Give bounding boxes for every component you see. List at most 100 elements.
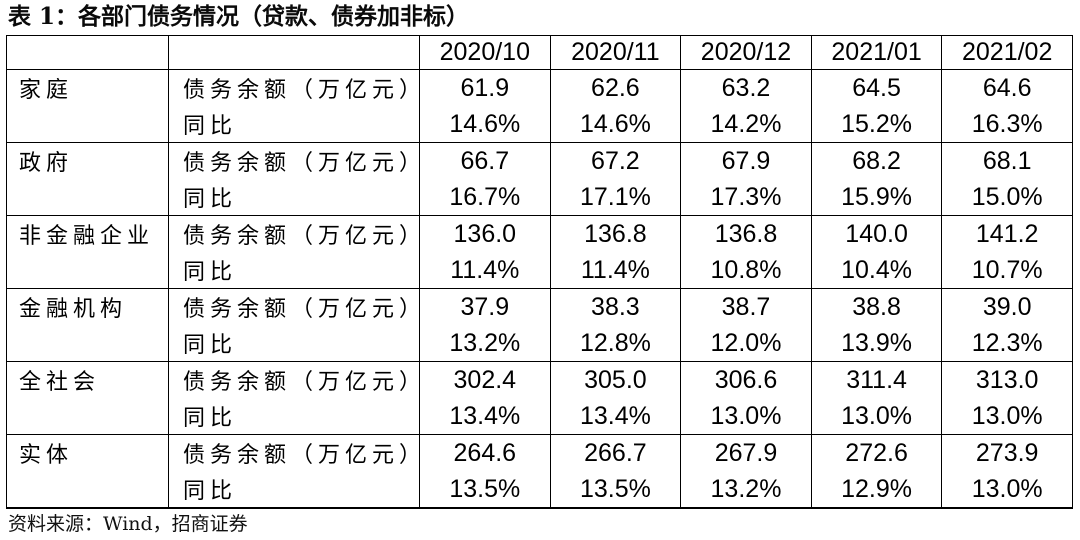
- metric-label: 同比: [168, 252, 420, 289]
- value-cell: 17.3%: [680, 179, 812, 216]
- value-cell: 13.2%: [680, 471, 812, 509]
- value-cell: 10.8%: [680, 252, 812, 289]
- value-cell: 64.5: [811, 69, 943, 106]
- value-cell: 61.9: [419, 69, 551, 106]
- metric-label: 同比: [168, 398, 420, 435]
- sector-label: 非金融企业: [6, 215, 169, 289]
- value-cell: 13.0%: [941, 398, 1073, 435]
- value-cell: 14.2%: [680, 106, 812, 143]
- table-row: 实体 债务余额（万亿元） 264.6 266.7 267.9 272.6 273.9: [6, 434, 1073, 509]
- column-header: 2020/10: [419, 35, 551, 70]
- metric-label: 同比: [168, 106, 420, 143]
- value-cell: 15.0%: [941, 179, 1073, 216]
- value-cell: 140.0: [811, 215, 943, 252]
- value-cell: 264.6: [419, 434, 551, 471]
- value-cell: 13.2%: [419, 325, 551, 362]
- value-cell: 68.2: [811, 142, 943, 179]
- value-cell: 62.6: [550, 69, 682, 106]
- table-row: 全社会 债务余额（万亿元） 302.4 305.0 306.6 311.4 313.0: [6, 361, 1073, 435]
- value-cell: 302.4: [419, 361, 551, 398]
- column-header: 2020/12: [680, 35, 812, 70]
- value-cell: 13.0%: [811, 398, 943, 435]
- value-cell: 64.6: [941, 69, 1073, 106]
- value-cell: 141.2: [941, 215, 1073, 252]
- value-cell: 306.6: [680, 361, 812, 398]
- header-blank-sector: [6, 35, 169, 70]
- value-cell: 14.6%: [550, 106, 682, 143]
- value-cell: 311.4: [811, 361, 943, 398]
- value-cell: 15.9%: [811, 179, 943, 216]
- metric-label: 债务余额（万亿元）: [168, 288, 420, 325]
- metric-label: 债务余额（万亿元）: [168, 434, 420, 471]
- value-cell: 15.2%: [811, 106, 943, 143]
- value-cell: 13.5%: [550, 471, 682, 509]
- value-cell: 305.0: [550, 361, 682, 398]
- value-cell: 267.9: [680, 434, 812, 471]
- table-row: 同比 13.2% 12.8% 12.0% 13.9% 12.3%: [7, 325, 1073, 362]
- metric-label: 同比: [168, 325, 420, 362]
- table-row: 同比 14.6% 14.6% 14.2% 15.2% 16.3%: [7, 106, 1073, 143]
- column-header: 2021/01: [811, 35, 943, 70]
- value-cell: 12.3%: [941, 325, 1073, 362]
- sector-label: 金融机构: [6, 288, 169, 362]
- sector-label: 政府: [6, 142, 169, 216]
- value-cell: 273.9: [941, 434, 1073, 471]
- value-cell: 38.3: [550, 288, 682, 325]
- sector-label: 家庭: [6, 69, 169, 143]
- value-cell: 67.2: [550, 142, 682, 179]
- metric-label: 债务余额（万亿元）: [168, 361, 420, 398]
- table-row: 非金融企业 债务余额（万亿元） 136.0 136.8 136.8 140.0 141.2: [6, 215, 1073, 289]
- value-cell: 13.4%: [550, 398, 682, 435]
- value-cell: 12.9%: [811, 471, 943, 509]
- metric-label: 债务余额（万亿元）: [168, 215, 420, 252]
- value-cell: 67.9: [680, 142, 812, 179]
- value-cell: 10.7%: [941, 252, 1073, 289]
- value-cell: 10.4%: [811, 252, 943, 289]
- value-cell: 13.0%: [680, 398, 812, 435]
- table-row: 家庭 债务余额（万亿元） 61.9 62.6 63.2 64.5 64.6: [6, 69, 1073, 143]
- value-cell: 66.7: [419, 142, 551, 179]
- table-row: 同比 13.4% 13.4% 13.0% 13.0% 13.0%: [7, 398, 1073, 435]
- value-cell: 13.5%: [419, 471, 551, 509]
- value-cell: 63.2: [680, 69, 812, 106]
- value-cell: 136.8: [680, 215, 812, 252]
- metric-label: 债务余额（万亿元）: [168, 69, 420, 106]
- value-cell: 38.7: [680, 288, 812, 325]
- value-cell: 136.8: [550, 215, 682, 252]
- value-cell: 37.9: [419, 288, 551, 325]
- value-cell: 17.1%: [550, 179, 682, 216]
- value-cell: 266.7: [550, 434, 682, 471]
- sector-label: 全社会: [6, 361, 169, 435]
- table-row: 金融机构 债务余额（万亿元） 37.9 38.3 38.7 38.8 39.0: [6, 288, 1073, 362]
- value-cell: 16.7%: [419, 179, 551, 216]
- value-cell: 16.3%: [941, 106, 1073, 143]
- value-cell: 272.6: [811, 434, 943, 471]
- table-row: 政府 债务余额（万亿元） 66.7 67.2 67.9 68.2 68.1: [6, 142, 1073, 216]
- value-cell: 12.8%: [550, 325, 682, 362]
- table-title: 表 1：各部门债务情况（贷款、债券加非标）: [8, 3, 470, 30]
- value-cell: 13.0%: [941, 471, 1073, 509]
- metric-label: 同比: [168, 179, 420, 216]
- value-cell: 14.6%: [419, 106, 551, 143]
- value-cell: 13.4%: [419, 398, 551, 435]
- table-row: 同比 16.7% 17.1% 17.3% 15.9% 15.0%: [7, 179, 1073, 216]
- column-header: 2020/11: [550, 35, 682, 70]
- table-header-row: 2020/10 2020/11 2020/12 2021/01 2021/02: [6, 35, 1073, 70]
- column-header: 2021/02: [941, 35, 1073, 70]
- value-cell: 13.9%: [811, 325, 943, 362]
- value-cell: 38.8: [811, 288, 943, 325]
- value-cell: 313.0: [941, 361, 1073, 398]
- table-row: 同比 13.5% 13.5% 13.2% 12.9% 13.0%: [7, 471, 1073, 509]
- value-cell: 12.0%: [680, 325, 812, 362]
- value-cell: 11.4%: [419, 252, 551, 289]
- sector-label: 实体: [6, 434, 169, 509]
- value-cell: 136.0: [419, 215, 551, 252]
- value-cell: 68.1: [941, 142, 1073, 179]
- table-row: 同比 11.4% 11.4% 10.8% 10.4% 10.7%: [7, 252, 1073, 289]
- metric-label: 同比: [168, 471, 420, 509]
- value-cell: 11.4%: [550, 252, 682, 289]
- header-blank-metric: [168, 35, 420, 70]
- value-cell: 39.0: [941, 288, 1073, 325]
- source-note: 资料来源：Wind，招商证券: [8, 513, 248, 535]
